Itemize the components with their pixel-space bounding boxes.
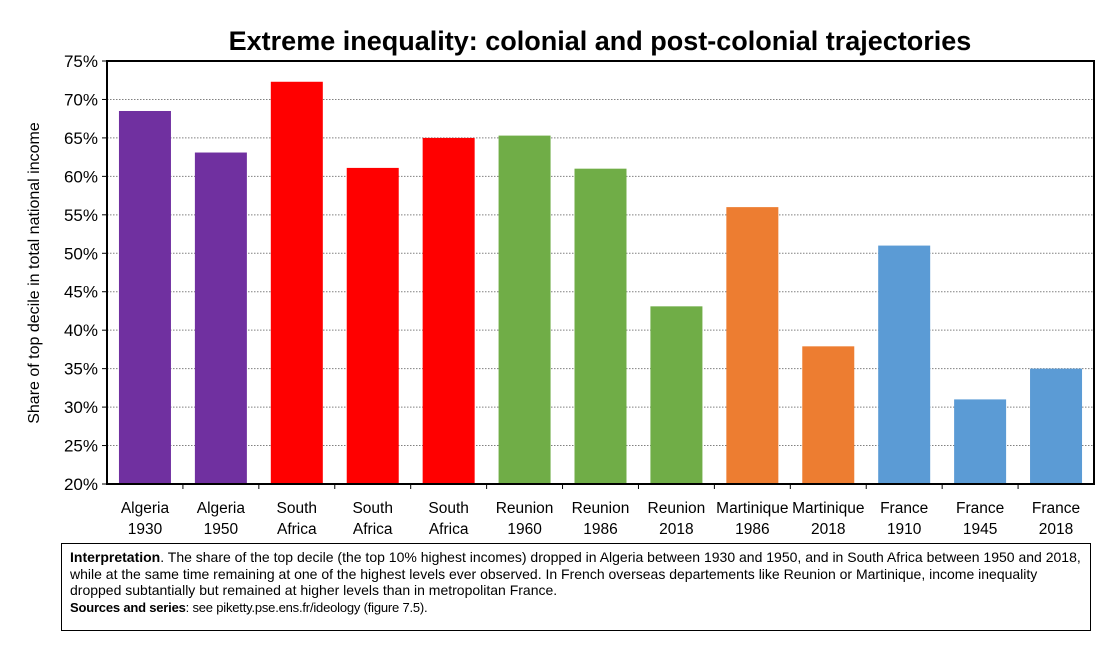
y-tick-label: 60% bbox=[64, 167, 98, 186]
axes bbox=[102, 60, 1095, 489]
x-category-labels: Algeria 1930 Algeria 1950 South Africa South Af… bbox=[121, 500, 1080, 538]
bar bbox=[878, 245, 931, 484]
bar bbox=[346, 167, 399, 485]
x-category-label: 1960 bbox=[507, 521, 542, 538]
x-category-label: Africa bbox=[353, 521, 393, 538]
bar bbox=[1030, 368, 1083, 484]
x-category-label: 1950 bbox=[204, 521, 239, 538]
y-tick-label: 55% bbox=[64, 206, 98, 225]
x-category-label: France bbox=[880, 500, 928, 517]
y-tick-label: 65% bbox=[64, 129, 98, 148]
x-category-label: Martinique bbox=[792, 500, 864, 517]
x-category-label: South bbox=[428, 500, 469, 517]
bar bbox=[650, 306, 703, 484]
x-category-label: 1945 bbox=[963, 521, 997, 538]
bar bbox=[498, 135, 551, 485]
note-lead: Interpretation bbox=[70, 549, 161, 565]
bar bbox=[194, 152, 247, 484]
bars bbox=[118, 81, 1083, 485]
bar bbox=[802, 346, 855, 484]
y-tick-label: 40% bbox=[64, 321, 98, 340]
x-category-label: South bbox=[277, 500, 318, 517]
x-category-label: Reunion bbox=[648, 500, 706, 517]
y-axis-label: Share of top decile in total national in… bbox=[26, 122, 43, 424]
plot-frame bbox=[106, 60, 1095, 485]
y-tick-label: 35% bbox=[64, 360, 98, 379]
note-text: . The share of the top decile (the top 1… bbox=[70, 549, 1081, 598]
sources-lead: Sources and series bbox=[70, 599, 186, 615]
bar bbox=[118, 110, 171, 484]
bar bbox=[270, 81, 323, 485]
bar-chart: 20% 25% 30% 35% 40% 45% 50% 55% 60% 65% 70% 75% Alg… bbox=[26, 52, 1095, 538]
y-tick-label: 30% bbox=[64, 398, 98, 417]
x-category-label: Martinique bbox=[716, 500, 788, 517]
bar bbox=[954, 399, 1007, 484]
chart-title: Extreme inequality: colonial and post-co… bbox=[228, 26, 972, 56]
y-tick-labels: 20% 25% 30% 35% 40% 45% 50% 55% 60% 65% 70% 75% bbox=[64, 52, 98, 494]
x-category-label: Algeria bbox=[197, 500, 246, 517]
x-category-label: 1930 bbox=[128, 521, 163, 538]
bar bbox=[726, 207, 779, 485]
y-tick-label: 20% bbox=[64, 475, 98, 494]
y-tick-label: 70% bbox=[64, 90, 98, 109]
x-category-label: South bbox=[352, 500, 393, 517]
x-category-label: 2018 bbox=[811, 521, 845, 538]
x-category-label: 2018 bbox=[1039, 521, 1073, 538]
sources-line: Sources and series: see piketty.pse.ens.… bbox=[70, 600, 1082, 617]
x-category-label: Africa bbox=[277, 521, 317, 538]
x-category-label: 1986 bbox=[735, 521, 769, 538]
x-category-label: 2018 bbox=[659, 521, 693, 538]
bar bbox=[422, 137, 475, 484]
bar bbox=[574, 168, 627, 484]
x-category-label: France bbox=[956, 500, 1004, 517]
x-category-label: Africa bbox=[429, 521, 469, 538]
interpretation-note: Interpretation. The share of the top dec… bbox=[61, 543, 1091, 631]
x-category-label: France bbox=[1032, 500, 1080, 517]
x-category-label: 1910 bbox=[887, 521, 922, 538]
y-tick-label: 75% bbox=[64, 52, 98, 71]
y-tick-label: 45% bbox=[64, 283, 98, 302]
sources-text: : see piketty.pse.ens.fr/ideology (figur… bbox=[185, 599, 428, 615]
x-category-label: 1986 bbox=[583, 521, 617, 538]
y-tick-label: 50% bbox=[64, 244, 98, 263]
x-category-label: Algeria bbox=[121, 500, 170, 517]
x-category-label: Reunion bbox=[496, 500, 554, 517]
x-category-label: Reunion bbox=[572, 500, 630, 517]
y-tick-label: 25% bbox=[64, 437, 98, 456]
